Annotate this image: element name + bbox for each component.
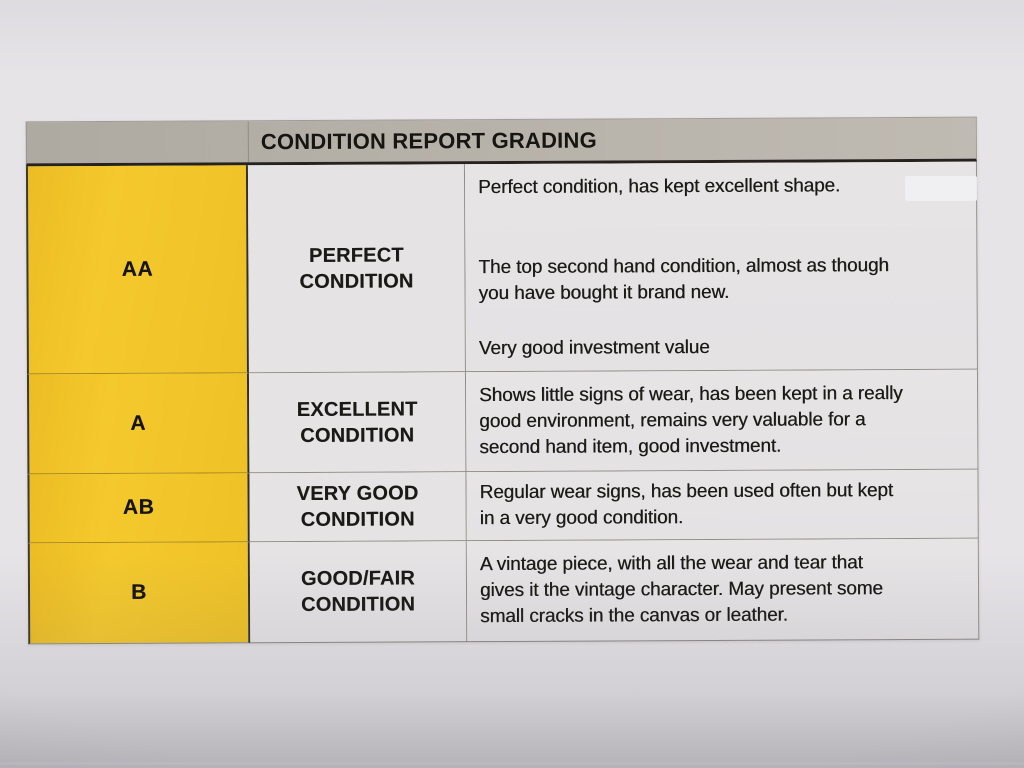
grade-label: A [130, 411, 147, 435]
description-paragraph: A vintage piece, with all the wear and t… [479, 552, 883, 628]
description-paragraph: Very good investment value [478, 336, 710, 360]
description-cell-a: Shows little signs of wear, has been kep… [465, 369, 979, 473]
description-paragraph: Shows little signs of wear, has been kep… [479, 382, 903, 458]
table-title: CONDITION REPORT GRADING [260, 127, 597, 154]
condition-name: EXCELLENT CONDITION [296, 397, 418, 447]
description-paragraph: The top second hand condition, almost as… [478, 255, 889, 305]
grade-label: AA [121, 257, 154, 281]
condition-name-cell-aa: PERFECT CONDITION [247, 164, 466, 374]
grade-cell-ab: AB [27, 473, 250, 544]
condition-name-cell-b: GOOD/FAIR CONDITION [249, 541, 468, 644]
description-cell-aa: Perfect condition, has kept excellent sh… [464, 161, 978, 373]
grade-cell-aa: AA [25, 165, 249, 375]
condition-name: GOOD/FAIR CONDITION [300, 567, 416, 616]
grade-label: B [131, 580, 147, 604]
description-cell-b: A vintage piece, with all the wear and t… [466, 538, 980, 643]
condition-name: VERY GOOD CONDITION [296, 482, 419, 531]
condition-name-cell-ab: VERY GOOD CONDITION [249, 472, 467, 543]
grade-cell-a: A [26, 373, 250, 475]
table-header-row: CONDITION REPORT GRADING [25, 116, 977, 167]
description-cell-ab: Regular wear signs, has been used often … [466, 469, 979, 542]
condition-name: PERFECT CONDITION [299, 243, 414, 293]
condition-name-cell-a: EXCELLENT CONDITION [248, 372, 467, 474]
grade-cell-b: B [27, 542, 251, 645]
description-paragraph: Perfect condition, has kept excellent sh… [478, 175, 841, 199]
condition-grading-table: CONDITION REPORT GRADING AA PERFECT COND… [25, 116, 980, 645]
description-paragraph: Regular wear signs, has been used often … [479, 480, 894, 530]
grade-label: AB [122, 495, 155, 519]
paper-bottom-edge [0, 762, 1024, 765]
header-grade-column-spacer [26, 121, 249, 164]
